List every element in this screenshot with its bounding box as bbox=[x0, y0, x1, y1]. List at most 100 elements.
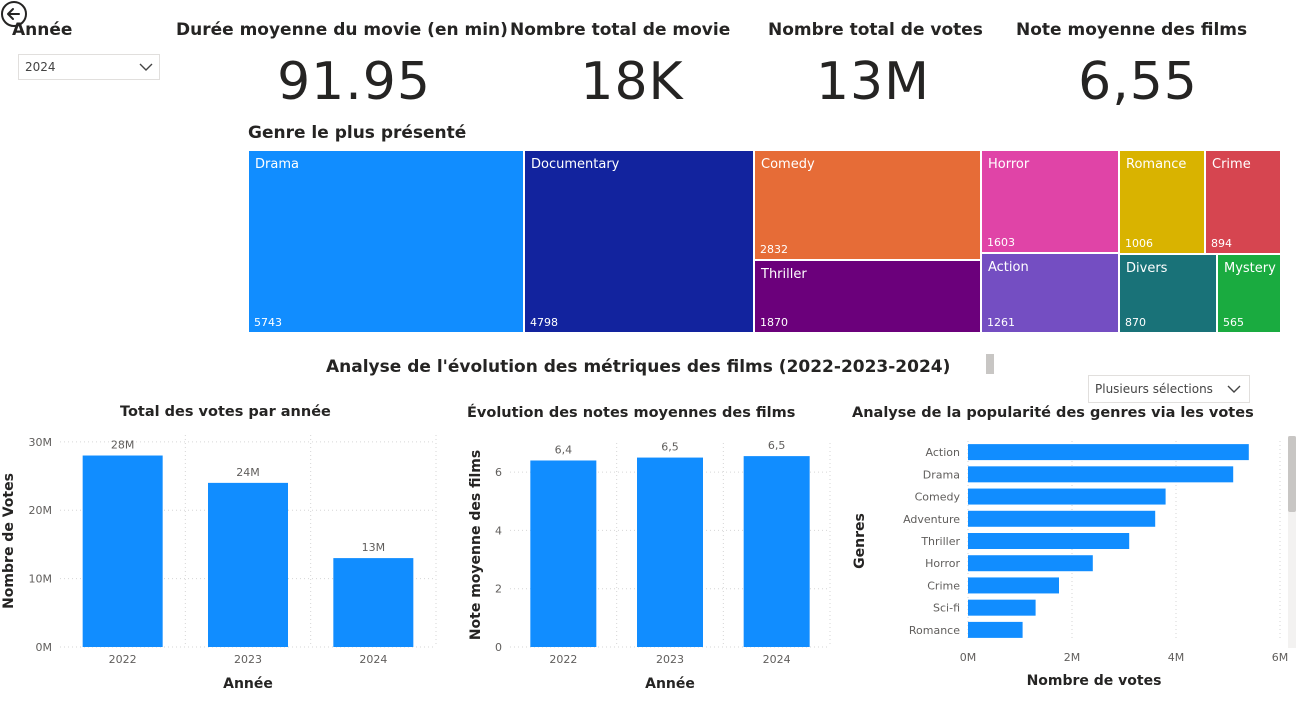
treemap-label: Comedy bbox=[761, 157, 815, 172]
y-tick-label: Crime bbox=[927, 579, 960, 592]
bar-comedy[interactable] bbox=[968, 488, 1166, 505]
x-tick-label: 2024 bbox=[763, 653, 791, 666]
kpi-rating-value: 6,55 bbox=[1078, 52, 1198, 112]
y-axis-title: Note moyenne des films bbox=[468, 450, 484, 640]
genres-chart-title: Analyse de la popularité des genres via … bbox=[852, 405, 1254, 421]
treemap-label: Mystery bbox=[1224, 261, 1276, 276]
treemap-label: Drama bbox=[255, 157, 299, 172]
data-label: 28M bbox=[111, 439, 135, 452]
vertical-scrollbar[interactable] bbox=[1288, 436, 1296, 648]
treemap-value: 1870 bbox=[760, 316, 788, 329]
x-axis-title: Nombre de votes bbox=[1027, 673, 1162, 689]
treemap-cell-drama[interactable]: Drama 5743 bbox=[248, 150, 524, 333]
bar-sci-fi[interactable] bbox=[968, 599, 1036, 616]
x-axis-title: Année bbox=[223, 676, 273, 692]
multi-select-label: Plusieurs sélections bbox=[1095, 382, 1213, 396]
y-tick-label: Thriller bbox=[920, 535, 960, 548]
x-tick-label: 2023 bbox=[656, 653, 684, 666]
bar-2024[interactable] bbox=[333, 558, 414, 647]
votes-per-year-chart[interactable]: 0M 10M 20M 30M 28M 2022 24M 2023 13M 2024 Année Nom… bbox=[0, 425, 450, 695]
bar-horror[interactable] bbox=[968, 555, 1093, 572]
kpi-duration-label: Durée moyenne du movie (en min) bbox=[176, 20, 508, 40]
treemap-label: Documentary bbox=[531, 157, 620, 172]
bar-2022[interactable] bbox=[530, 460, 597, 647]
data-label: 24M bbox=[236, 466, 260, 479]
treemap-cell-thriller[interactable]: Thriller 1870 bbox=[754, 260, 981, 333]
bar-2024[interactable] bbox=[743, 456, 810, 647]
treemap-value: 1006 bbox=[1125, 237, 1153, 250]
treemap-value: 894 bbox=[1211, 237, 1232, 250]
bar-2023[interactable] bbox=[637, 457, 703, 647]
treemap-cell-divers[interactable]: Divers 870 bbox=[1119, 254, 1217, 333]
data-label: 6,4 bbox=[555, 443, 573, 456]
ratings-chart-title: Évolution des notes moyennes des films bbox=[467, 405, 796, 421]
data-label: 6,5 bbox=[661, 441, 679, 454]
bar-2023[interactable] bbox=[208, 482, 288, 647]
treemap-value: 565 bbox=[1223, 316, 1244, 329]
bar-thriller[interactable] bbox=[968, 533, 1130, 549]
year-slicer-title: Année bbox=[12, 20, 73, 40]
chevron-down-icon bbox=[1227, 385, 1241, 393]
y-tick-label: 0 bbox=[495, 641, 502, 654]
kpi-movie-count-label: Nombre total de movie bbox=[510, 20, 731, 40]
treemap-label: Thriller bbox=[761, 267, 807, 282]
scrollbar-thumb[interactable] bbox=[1288, 436, 1296, 512]
kpi-votes-label: Nombre total de votes bbox=[768, 20, 983, 40]
scroll-handle[interactable] bbox=[986, 354, 994, 374]
treemap-label: Action bbox=[988, 260, 1029, 275]
y-tick-label: 6 bbox=[495, 466, 502, 479]
genre-treemap[interactable]: Drama 5743 Documentary 4798 Comedy 2832 Thrill… bbox=[248, 150, 1281, 333]
bar-adventure[interactable] bbox=[968, 510, 1156, 527]
year-slicer-value: 2024 bbox=[25, 60, 56, 74]
x-tick-label: 2M bbox=[1064, 651, 1081, 664]
ratings-per-year-chart[interactable]: 0 2 4 6 6,4 2022 6,5 2023 6,5 2024 Année Note moyen… bbox=[460, 425, 850, 700]
treemap-value: 5743 bbox=[254, 316, 282, 329]
y-tick-label: Drama bbox=[923, 468, 960, 481]
kpi-rating-label: Note moyenne des films bbox=[1016, 20, 1248, 40]
y-tick-label: 2 bbox=[495, 583, 502, 596]
votes-chart-title: Total des votes par année bbox=[120, 404, 331, 420]
y-tick-label: Horror bbox=[925, 557, 960, 570]
x-tick-label: 0M bbox=[960, 651, 977, 664]
year-slicer-dropdown[interactable]: 2024 bbox=[18, 54, 160, 80]
x-tick-label: 2023 bbox=[234, 653, 262, 666]
y-tick-label: 4 bbox=[495, 524, 502, 537]
y-tick-label: Comedy bbox=[915, 491, 961, 504]
kpi-movie-count-value: 18K bbox=[580, 52, 684, 112]
genre-multi-select-dropdown[interactable]: Plusieurs sélections bbox=[1088, 375, 1250, 403]
y-tick-label: 0M bbox=[36, 641, 53, 654]
treemap-value: 2832 bbox=[760, 243, 788, 256]
bar-romance[interactable] bbox=[968, 621, 1023, 638]
treemap-label: Divers bbox=[1126, 261, 1168, 276]
treemap-cell-horror[interactable]: Horror 1603 bbox=[981, 150, 1119, 253]
y-tick-label: 20M bbox=[29, 504, 53, 517]
treemap-cell-romance[interactable]: Romance 1006 bbox=[1119, 150, 1205, 254]
x-tick-label: 2022 bbox=[109, 653, 137, 666]
bar-drama[interactable] bbox=[968, 466, 1234, 483]
y-tick-label: Sci-fi bbox=[933, 602, 960, 615]
kpi-votes-value: 13M bbox=[815, 52, 931, 112]
bar-2022[interactable] bbox=[82, 455, 163, 647]
y-tick-label: 10M bbox=[29, 573, 53, 586]
treemap-cell-comedy[interactable]: Comedy 2832 bbox=[754, 150, 981, 260]
bar-action[interactable] bbox=[968, 444, 1249, 461]
data-label: 6,5 bbox=[768, 439, 786, 452]
treemap-cell-crime[interactable]: Crime 894 bbox=[1205, 150, 1281, 254]
treemap-cell-action[interactable]: Action 1261 bbox=[981, 253, 1119, 333]
back-button[interactable] bbox=[0, 0, 28, 28]
genre-popularity-chart[interactable]: 0M 2M 4M 6M Action Drama Comedy Adventure Thrill… bbox=[848, 425, 1288, 695]
y-axis-title: Nombre de Votes bbox=[1, 473, 17, 609]
treemap-value: 4798 bbox=[530, 316, 558, 329]
treemap-cell-mystery[interactable]: Mystery 565 bbox=[1217, 254, 1281, 333]
bar-crime[interactable] bbox=[968, 577, 1059, 594]
data-label: 13M bbox=[362, 541, 386, 554]
treemap-value: 1261 bbox=[987, 316, 1015, 329]
treemap-cell-documentary[interactable]: Documentary 4798 bbox=[524, 150, 754, 333]
treemap-label: Horror bbox=[988, 157, 1030, 172]
chevron-down-icon bbox=[139, 63, 153, 71]
treemap-label: Crime bbox=[1212, 157, 1251, 172]
x-tick-label: 6M bbox=[1272, 651, 1288, 664]
x-tick-label: 2022 bbox=[549, 653, 577, 666]
x-tick-label: 2024 bbox=[359, 653, 387, 666]
back-arrow-icon bbox=[1, 1, 27, 27]
